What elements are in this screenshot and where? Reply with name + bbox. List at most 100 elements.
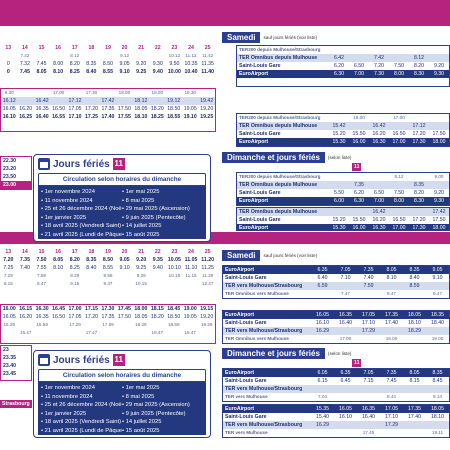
time-cell: 8.10: [386, 275, 397, 281]
time-cell: 18.59: [168, 322, 180, 327]
time-cell: 7.35: [19, 257, 30, 263]
time-cell: 17.10: [385, 414, 398, 420]
row-label: EuroAirport: [237, 70, 329, 78]
row-label: TER Omnibus vers Mulhouse: [225, 336, 289, 341]
time-cell: 7.25: [3, 265, 14, 271]
table-row: 8.15 8.47 9.15 9.47 10.15 12.47: [0, 280, 216, 288]
table-row: 16.05 16.20 16.35 16.50 17.05 17.20 17.35 17.50…: [1, 313, 215, 321]
time-cell: 17.30: [409, 224, 429, 230]
table-row: EuroAirport 15.35 16.05 16.35 17.05 17.35 18.0…: [223, 405, 449, 413]
time-cell: 16.15: [19, 306, 33, 312]
row-label: TER Omnibus depuis Mulhouse: [237, 208, 329, 216]
time-cell: 19.15: [200, 306, 214, 312]
time-cell: [17, 272, 34, 280]
time-cell: 7.35: [349, 181, 369, 189]
time-cell: 8.20: [413, 190, 425, 196]
holiday-header: Jours fériés 11: [34, 155, 210, 173]
header-cell: 22: [154, 249, 161, 255]
time-cell: 7.45: [36, 61, 47, 67]
holiday-title: Jours fériés: [53, 354, 110, 366]
time-cell: [133, 89, 149, 97]
time-cell: 19.11: [431, 430, 444, 435]
time-cell: 11.20: [201, 257, 214, 263]
row-label: EuroAirport: [237, 138, 329, 146]
time-cell: [311, 335, 334, 343]
time-cell: 16.05: [2, 106, 16, 112]
time-cell: 18.05: [403, 311, 426, 319]
time-cell: 9.10: [119, 69, 130, 75]
time-cell: 8.47: [37, 281, 46, 286]
time-cell: 9.20: [136, 257, 147, 263]
time-cell: 18.55: [167, 114, 181, 120]
time-cell: [329, 114, 349, 122]
time-cell: 11.10: [184, 265, 198, 271]
time-cell: 16.30: [369, 138, 389, 146]
time-cell: [409, 46, 429, 54]
time-cell: [17, 97, 34, 105]
time-cell: 7.47: [341, 291, 350, 296]
time-cell: 16.05: [311, 311, 334, 319]
time-cell: 17.47: [85, 330, 98, 335]
time-cell: 17.35: [101, 314, 115, 320]
time-cell: 17.00: [52, 90, 65, 95]
time-cell: 9.25: [136, 69, 147, 75]
time-cell: [116, 97, 133, 105]
time-cell: [116, 321, 132, 329]
timetable-grid: TER200 depuis Mulhouse/Strasbourg TER Omn…: [237, 46, 449, 78]
time-cell: [50, 329, 66, 337]
timetable-grid: 16.00 16.15 16.30 16.45 17.00 17.15 17.30 17.45…: [1, 305, 215, 337]
time-cell: 18.40: [431, 320, 444, 326]
time-cell: 8.35: [86, 257, 97, 263]
time-cell: 17.30: [101, 306, 115, 312]
late-time: 23: [3, 347, 9, 353]
time-cell: [100, 52, 117, 60]
time-cell: [357, 393, 380, 401]
table-row: 16.00 16.15 16.30 16.45 17.00 17.15 17.30 17.45…: [1, 305, 215, 313]
time-cell: 8.30: [409, 70, 429, 78]
time-cell: [50, 321, 66, 329]
time-cell: [349, 208, 369, 216]
time-cell: 17.00: [393, 115, 405, 120]
header-cell: 25: [204, 249, 211, 255]
holiday-item: • 25 et 26 décembre 2024 (Noël): [41, 206, 122, 212]
time-cell: [429, 46, 449, 54]
table-row: TER200 depuis Mulhouse/Strasbourg 16.00 17…: [237, 114, 449, 122]
time-cell: 7.45: [386, 378, 397, 384]
time-cell: 16.35: [35, 314, 49, 320]
holiday-item: • 1er janvier 2025: [41, 214, 87, 221]
time-cell: [403, 393, 426, 401]
time-cell: 16.20: [372, 217, 386, 223]
time-cell: 8.35: [86, 61, 97, 67]
table-row: 0 7.45 8.05 8.10 8.25 8.40 8.55 9.10 9.25 9.40 10.…: [0, 68, 216, 76]
late-time: 22.30: [3, 158, 16, 164]
time-cell: 10.35: [184, 61, 198, 67]
time-cell: 17.15: [85, 306, 98, 312]
table-row: EuroAirport 6.35 7.05 7.35 8.05 8.35 9.05: [223, 266, 449, 274]
timetable-grid: 13 14 15 16 17 18 19 20 21 22 23 24 25 7.20 7.35 7.50 8.…: [0, 248, 216, 288]
time-cell: [334, 421, 357, 429]
table-row: TER Omnibus depuis Mulhouse 16.42 17.42: [237, 208, 449, 216]
time-cell: 16.47: [19, 330, 32, 335]
time-cell: 16.29: [3, 322, 15, 327]
time-cell: [409, 173, 429, 181]
time-cell: 8.05: [36, 69, 47, 75]
time-cell: 18.10: [408, 320, 421, 326]
time-cell: 17.40: [408, 414, 421, 420]
time-cell: 19.47: [184, 330, 196, 335]
time-cell: 6.35: [311, 266, 334, 274]
time-cell: 7.45: [19, 69, 30, 75]
table-row: 16.05 16.20 16.35 16.50 17.05 17.20 17.35 17.50…: [1, 105, 215, 113]
time-cell: 7.04: [318, 394, 327, 399]
time-cell: 15.50: [352, 131, 366, 137]
time-cell: [149, 280, 166, 288]
header-cell: 23: [171, 249, 178, 255]
time-cell: 8.35: [409, 181, 429, 189]
time-cell: 15.20: [332, 131, 346, 137]
late-time: 23.45: [3, 371, 16, 377]
time-cell: 7.00: [349, 70, 369, 78]
time-cell: 19.42: [198, 97, 215, 105]
time-cell: [34, 89, 50, 97]
time-cell: 19.29: [200, 322, 213, 327]
time-cell: 18.00: [118, 90, 131, 95]
time-cell: [100, 89, 116, 97]
